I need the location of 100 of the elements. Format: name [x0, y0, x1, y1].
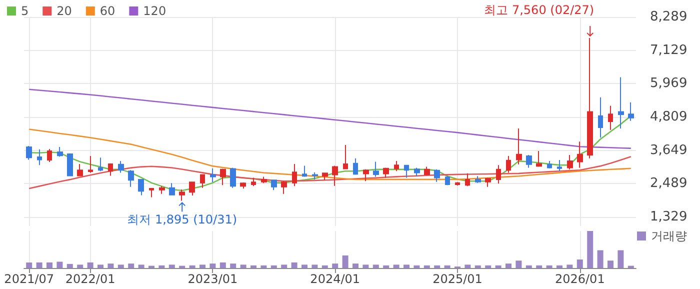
- candlestick: [414, 167, 420, 177]
- candlestick: [169, 182, 175, 196]
- bar: [352, 264, 358, 268]
- bar: [66, 264, 73, 268]
- candlestick: [547, 160, 552, 169]
- bar: [618, 250, 624, 268]
- y-tick-label: 1,329: [650, 209, 688, 224]
- bar: [118, 264, 124, 268]
- bar: [128, 264, 134, 268]
- text: 최고 7,560 (02/27): [484, 2, 594, 17]
- bar: [168, 264, 175, 268]
- candlestick: [189, 182, 195, 196]
- line-series: [28, 88, 632, 149]
- candlestick: [26, 145, 32, 160]
- candlestick: [434, 168, 440, 182]
- candlestick: [210, 168, 216, 183]
- candlestick: [57, 146, 63, 158]
- bar: [383, 265, 390, 268]
- legend-label: 20: [56, 4, 72, 18]
- bar: [26, 262, 32, 268]
- x-tick-label: 2026/01: [554, 272, 605, 286]
- candlestick: [557, 160, 562, 172]
- bar: [556, 265, 562, 268]
- candlestick: [220, 168, 226, 186]
- candlestick: [373, 161, 379, 178]
- candlestick: [37, 148, 42, 166]
- candlestick: [424, 166, 430, 176]
- candlestick: [353, 158, 358, 176]
- candlestick: [240, 182, 246, 189]
- y-tick-label: 2,489: [650, 176, 688, 192]
- bar: [526, 265, 532, 268]
- candlestick: [516, 128, 522, 165]
- candlestick: [200, 174, 205, 188]
- candlestick: [88, 156, 93, 174]
- y-tick-label: 7,129: [650, 42, 688, 58]
- x-tick-label: 2023/01: [188, 272, 238, 286]
- candlestick: [567, 154, 573, 170]
- candlestick: [577, 141, 583, 168]
- bar: [281, 264, 288, 268]
- candlestick: [618, 76, 624, 130]
- bar: [56, 262, 63, 268]
- bar: [36, 262, 42, 268]
- y-tick-label: 4,809: [650, 109, 688, 124]
- candlestick: [108, 162, 113, 176]
- bar: [566, 264, 573, 268]
- candlestick: [455, 182, 460, 186]
- candlestick: [506, 156, 511, 174]
- bar: [302, 264, 308, 268]
- y-tick-label: 3,649: [650, 142, 688, 158]
- y-tick-label: 8,289: [650, 10, 688, 24]
- candlestick: [98, 157, 103, 172]
- bar: [332, 264, 338, 268]
- candlestick: [261, 176, 267, 184]
- candlestick: [271, 180, 277, 191]
- legend-label: 120: [143, 4, 166, 18]
- candlestick: [536, 150, 542, 168]
- bar: [108, 264, 114, 268]
- legend-label: 60: [100, 4, 116, 18]
- candlestick: [363, 168, 369, 182]
- candlestick: [67, 152, 73, 176]
- candlestick: [485, 177, 491, 188]
- bar: [158, 265, 165, 268]
- legend-label: 거래량: [651, 229, 687, 243]
- candlestick: [149, 188, 154, 198]
- line-series: [28, 156, 632, 190]
- bar: [474, 265, 481, 268]
- bar: [404, 264, 410, 268]
- candlestick: [118, 160, 124, 174]
- bar: [312, 264, 318, 268]
- bar: [270, 265, 277, 268]
- bar: [424, 265, 430, 268]
- candlestick: [230, 167, 236, 188]
- candlestick: [598, 96, 603, 138]
- bar: [220, 262, 226, 268]
- bar: [260, 265, 267, 268]
- candlestick: [251, 177, 256, 187]
- candlestick: [465, 172, 470, 187]
- bar: [77, 264, 84, 268]
- bar: [322, 265, 328, 268]
- candlestick: [159, 186, 165, 194]
- candlestick: [404, 164, 409, 178]
- candlestick: [179, 189, 185, 202]
- candlestick: [628, 102, 634, 122]
- bar: [138, 264, 144, 268]
- bar: [597, 250, 604, 268]
- bar: [372, 264, 379, 268]
- bar: [210, 264, 216, 268]
- candlestick: [475, 176, 481, 184]
- x-tick-label: 2024/01: [310, 272, 360, 286]
- bar: [506, 264, 512, 268]
- bar: [495, 265, 502, 268]
- candlestick: [281, 180, 287, 194]
- candlestick: [47, 148, 52, 163]
- bar: [291, 262, 298, 268]
- bar: [200, 264, 206, 268]
- bar: [434, 265, 440, 268]
- candlestick: [496, 164, 501, 184]
- candlestick: [292, 164, 297, 187]
- bar: [46, 262, 52, 268]
- candlestick: [138, 178, 144, 196]
